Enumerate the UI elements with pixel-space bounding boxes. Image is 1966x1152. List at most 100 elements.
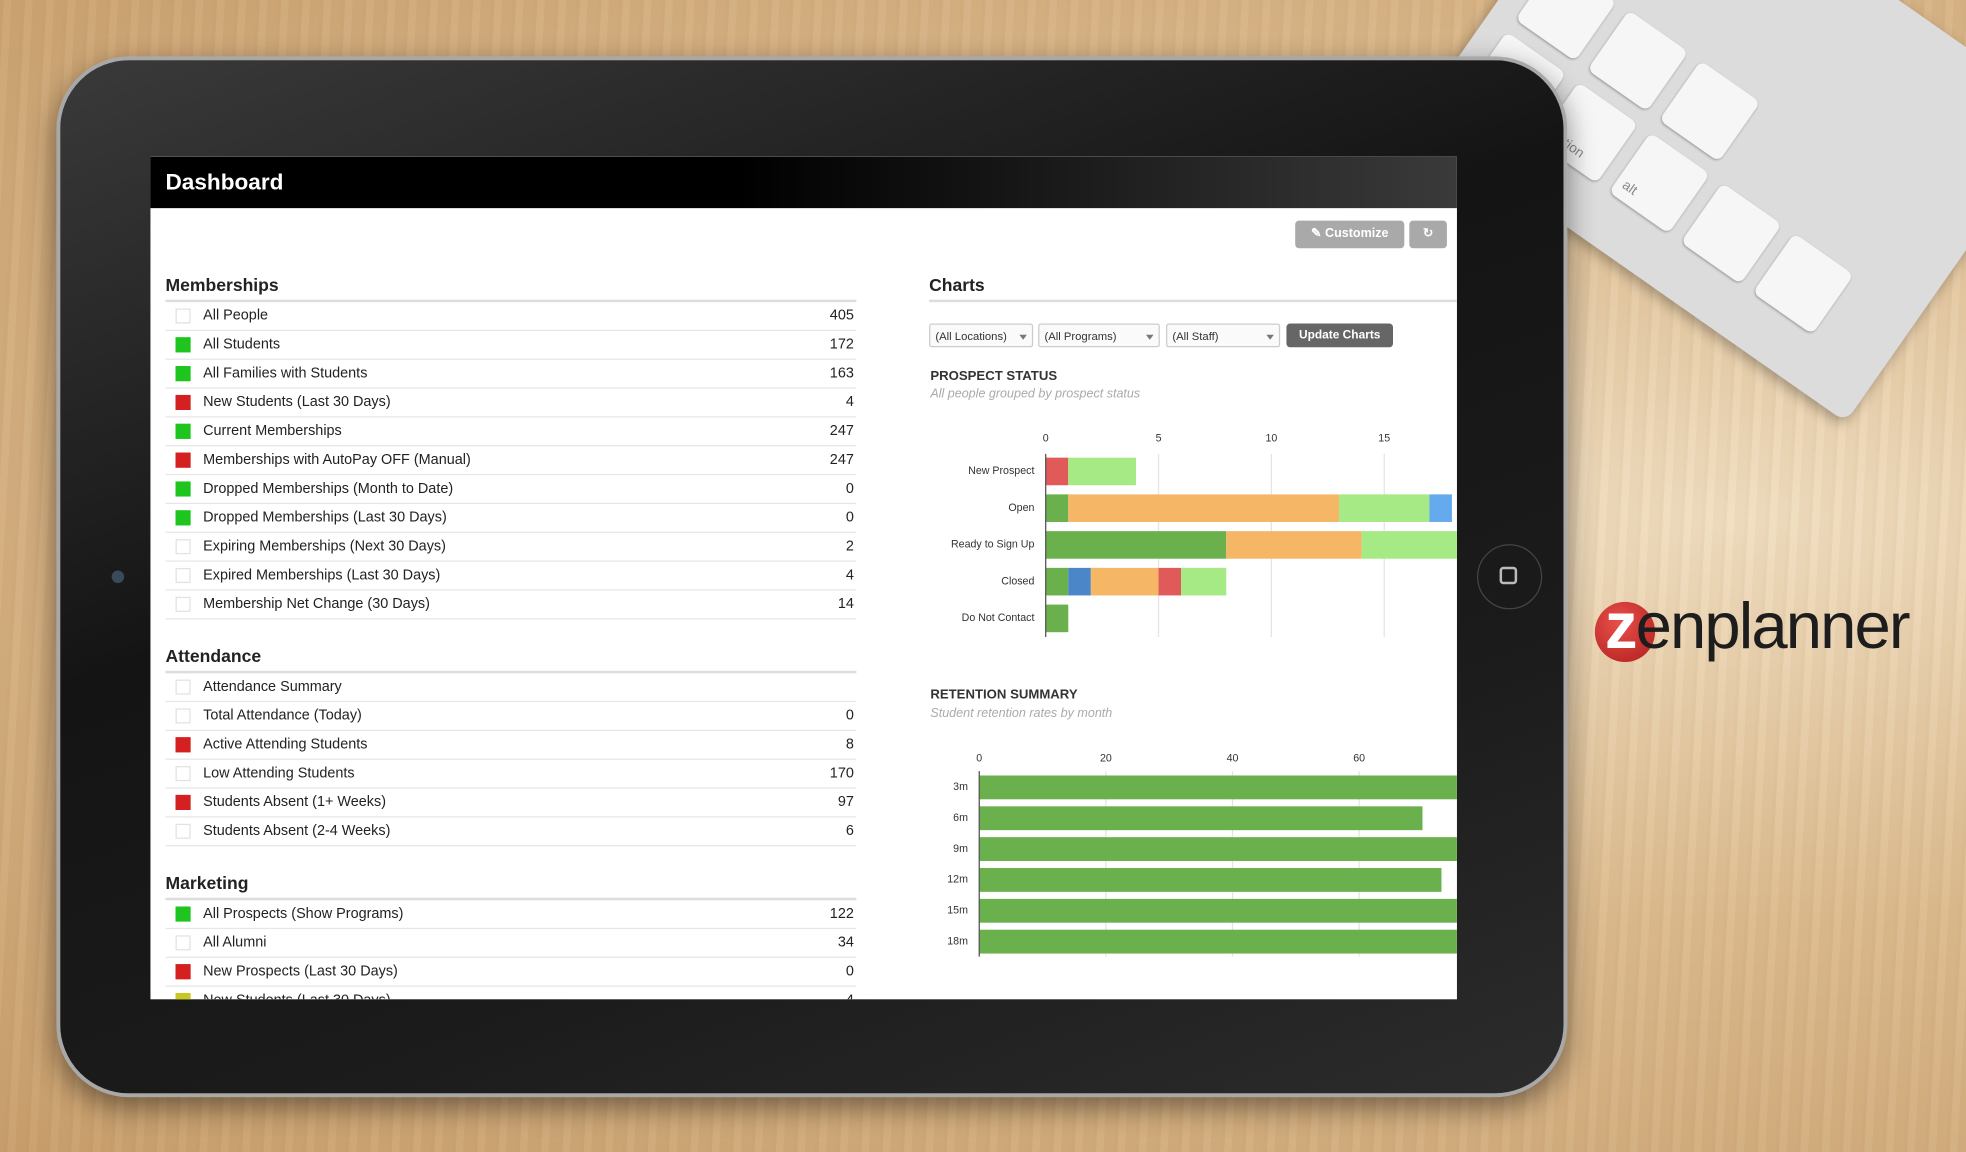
status-box xyxy=(175,567,191,584)
x-tick-label: 40 xyxy=(1227,752,1239,764)
list-row[interactable]: Current Memberships 247 xyxy=(165,418,857,447)
list-row[interactable]: Students Absent (2-4 Weeks) 6 xyxy=(165,817,857,847)
row-value: 4 xyxy=(846,993,854,999)
status-box xyxy=(175,993,191,1000)
row-label: Low Attending Students xyxy=(203,766,355,782)
bar-segment xyxy=(1339,494,1430,522)
status-box xyxy=(175,394,191,411)
status-box xyxy=(175,766,191,782)
status-box xyxy=(175,308,191,324)
bar xyxy=(979,775,1457,800)
status-box xyxy=(175,366,191,382)
update-button[interactable]: Update Charts xyxy=(1286,323,1394,348)
bar xyxy=(979,929,1457,954)
row-label: All Alumni xyxy=(203,935,267,951)
row-value: 170 xyxy=(829,766,854,782)
row-label: New Prospects (Last 30 Days) xyxy=(203,964,398,980)
status-box xyxy=(175,906,191,922)
x-tick-label: 0 xyxy=(976,752,982,764)
bar-segment xyxy=(1158,567,1182,596)
customize-label: Customize xyxy=(1325,226,1389,241)
filter-select[interactable]: (All Programs) xyxy=(1038,323,1160,348)
bar-segment xyxy=(1361,531,1457,559)
section-title: Memberships xyxy=(165,273,857,303)
list-row[interactable]: Expiring Memberships (Next 30 Days) 2 xyxy=(165,533,857,562)
list-row[interactable]: Active Attending Students 8 xyxy=(165,731,857,760)
list-row[interactable]: Memberships with AutoPay OFF (Manual) 247 xyxy=(165,446,857,476)
row-label: Current Memberships xyxy=(203,423,342,439)
list-row[interactable]: All People 405 xyxy=(165,302,857,332)
bar-segment xyxy=(1181,567,1227,596)
row-label: All Students xyxy=(203,337,281,353)
x-tick-label: 5 xyxy=(1156,433,1162,445)
row-value: 97 xyxy=(837,794,854,810)
list-row[interactable]: Attendance Summary xyxy=(165,673,857,703)
row-value: 14 xyxy=(837,596,854,612)
y-tick-label: Do Not Contact xyxy=(962,612,1035,624)
list-row[interactable]: All Prospects (Show Programs) 122 xyxy=(165,900,857,930)
brand-logo: zenplanner xyxy=(1604,590,1911,664)
row-value: 34 xyxy=(837,935,854,951)
list-row[interactable]: Membership Net Change (30 Days) 14 xyxy=(165,591,857,620)
list-row[interactable]: New Students (Last 30 Days) 4 xyxy=(166,987,857,1000)
list-row[interactable]: New Prospects (Last 30 Days) 0 xyxy=(165,958,857,987)
filter-select[interactable]: (All Staff) xyxy=(1166,323,1281,348)
bar-segment xyxy=(1045,567,1069,596)
row-label: Dropped Memberships (Month to Date) xyxy=(203,481,454,497)
row-label: Total Attendance (Today) xyxy=(203,708,362,724)
filter-select[interactable]: (All Locations) xyxy=(929,323,1034,348)
list-row[interactable]: Dropped Memberships (Month to Date) 0 xyxy=(165,475,857,505)
chart-title: PROSPECT STATUS xyxy=(930,368,1058,384)
list-row[interactable]: New Students (Last 30 Days) 4 xyxy=(165,389,857,418)
bar-segment xyxy=(1090,567,1159,596)
list-row[interactable]: All Students 172 xyxy=(165,331,857,360)
row-label: Students Absent (2-4 Weeks) xyxy=(203,823,391,839)
key xyxy=(1680,182,1782,285)
bar-segment xyxy=(1045,457,1069,486)
list-row[interactable]: All Alumni 34 xyxy=(165,929,857,958)
status-box xyxy=(175,510,191,526)
list-row[interactable]: Low Attending Students 170 xyxy=(165,760,857,789)
key-label: alt xyxy=(1619,177,1640,199)
list-row[interactable]: Total Attendance (Today) 0 xyxy=(165,702,857,731)
x-tick-label: 15 xyxy=(1378,433,1390,445)
bar-segment xyxy=(1068,567,1091,596)
header: Dashboard xyxy=(150,156,1457,209)
row-value: 163 xyxy=(829,366,854,382)
status-box xyxy=(175,823,191,839)
section: Attendance Attendance Summary Total Attend… xyxy=(165,644,857,847)
section: Memberships All People 405 All Students 172 A… xyxy=(165,273,857,620)
y-tick-label: 12m xyxy=(947,874,968,886)
status-box xyxy=(175,935,191,951)
row-value: 2 xyxy=(845,539,854,555)
row-value: 247 xyxy=(829,452,854,468)
section-title: Charts xyxy=(929,273,1457,303)
key xyxy=(1587,10,1689,112)
row-label: Expired Memberships (Last 30 Days) xyxy=(203,567,441,584)
list-row[interactable]: Students Absent (1+ Weeks) 97 xyxy=(165,789,857,818)
list-row[interactable]: Dropped Memberships (Last 30 Days) 0 xyxy=(165,504,857,533)
key xyxy=(1659,60,1761,162)
row-label: Membership Net Change (30 Days) xyxy=(203,596,430,612)
row-value: 4 xyxy=(845,567,854,584)
retention-chart: 0 20 40 60 3m 6m 9m 12m 15m 18m xyxy=(947,752,1457,957)
row-value: 122 xyxy=(829,906,854,922)
status-box xyxy=(175,423,191,439)
list-row[interactable]: Expired Memberships (Last 30 Days) 4 xyxy=(165,562,857,591)
status-box xyxy=(175,539,191,555)
y-tick-label: Open xyxy=(1008,502,1034,514)
home-button[interactable] xyxy=(1477,544,1543,610)
row-value: 4 xyxy=(845,394,854,411)
row-label: Memberships with AutoPay OFF (Manual) xyxy=(203,452,471,468)
row-value: 0 xyxy=(845,481,854,497)
customize-button[interactable]: ✎ Customize xyxy=(1295,220,1405,249)
status-box xyxy=(175,737,191,753)
status-box xyxy=(175,794,191,810)
row-value: 0 xyxy=(845,510,854,526)
list-row[interactable]: All Families with Students 163 xyxy=(165,360,857,389)
bar xyxy=(979,868,1442,892)
bar-segment xyxy=(1068,494,1340,522)
refresh-button[interactable]: ↻ xyxy=(1409,220,1447,249)
y-tick-label: Ready to Sign Up xyxy=(951,539,1034,551)
